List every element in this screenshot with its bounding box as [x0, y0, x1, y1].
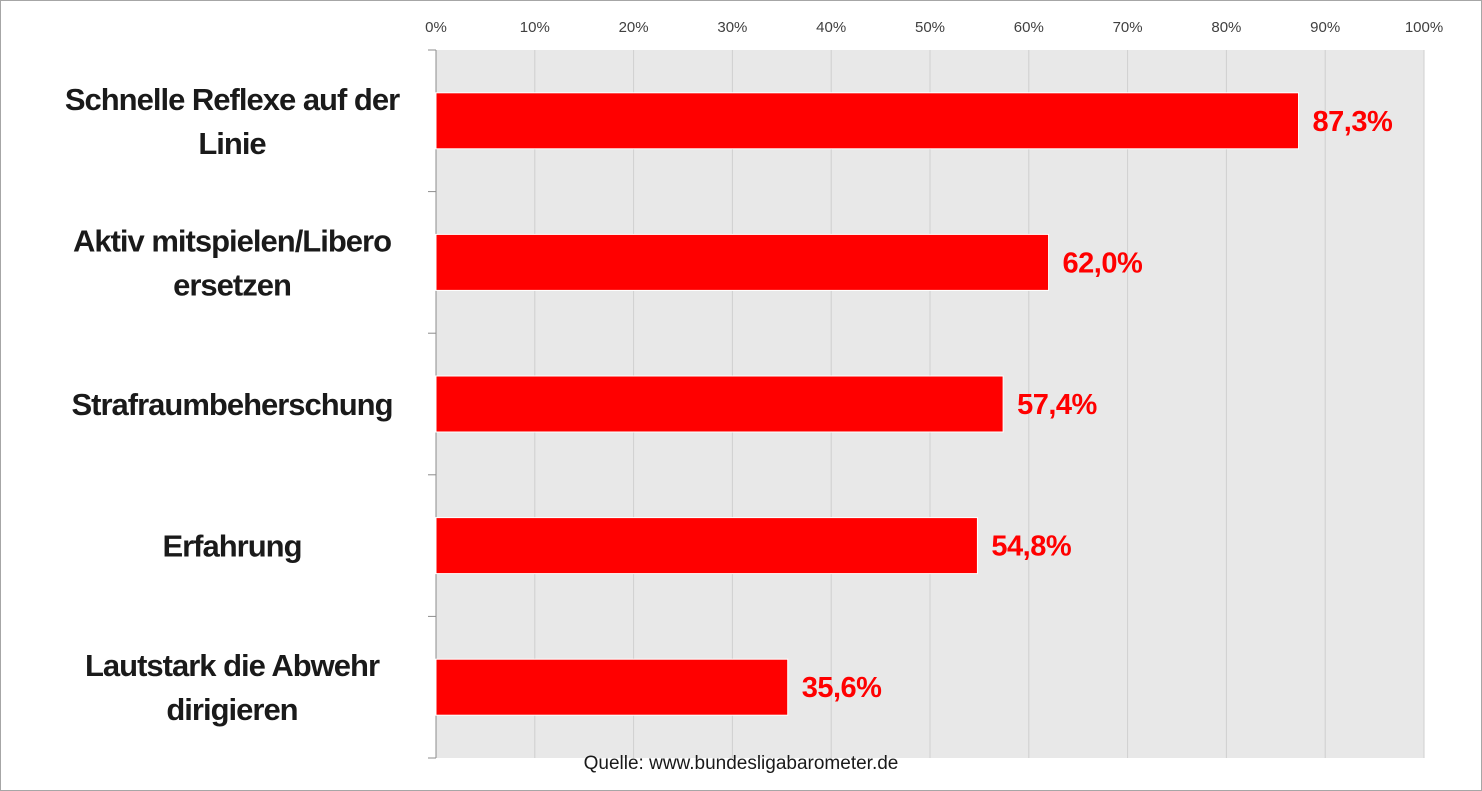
x-tick-label: 30% — [717, 19, 747, 36]
x-tick-label: 20% — [619, 19, 649, 36]
category-label: dirigieren — [166, 692, 297, 727]
bar — [435, 658, 789, 716]
data-label: 35,6% — [802, 672, 882, 704]
category-label: Linie — [198, 126, 266, 161]
category-label: Schnelle Reflexe auf der — [65, 82, 400, 117]
x-tick-label: 80% — [1211, 19, 1241, 36]
data-label: 62,0% — [1063, 247, 1143, 279]
category-label: Lautstark die Abwehr — [85, 648, 380, 683]
data-label: 57,4% — [1017, 389, 1097, 421]
x-tick-label: 40% — [816, 19, 846, 36]
x-tick-label: 100% — [1405, 19, 1443, 36]
x-tick-label: 60% — [1014, 19, 1044, 36]
data-label: 87,3% — [1313, 106, 1393, 138]
bar — [435, 233, 1050, 291]
bar — [435, 375, 1004, 433]
x-tick-label: 10% — [520, 19, 550, 36]
category-label: Strafraumbeherschung — [71, 387, 392, 422]
x-tick-label: 90% — [1310, 19, 1340, 36]
category-label: ersetzen — [173, 267, 291, 302]
x-tick-label: 70% — [1113, 19, 1143, 36]
bar — [435, 92, 1300, 150]
category-label: Aktiv mitspielen/Libero — [73, 223, 391, 258]
bar — [435, 517, 978, 575]
category-label: Erfahrung — [162, 529, 301, 564]
x-tick-label: 50% — [915, 19, 945, 36]
data-label: 54,8% — [991, 531, 1071, 563]
source-note: Quelle: www.bundesligabarometer.de — [583, 753, 899, 774]
x-tick-label: 0% — [425, 19, 447, 36]
